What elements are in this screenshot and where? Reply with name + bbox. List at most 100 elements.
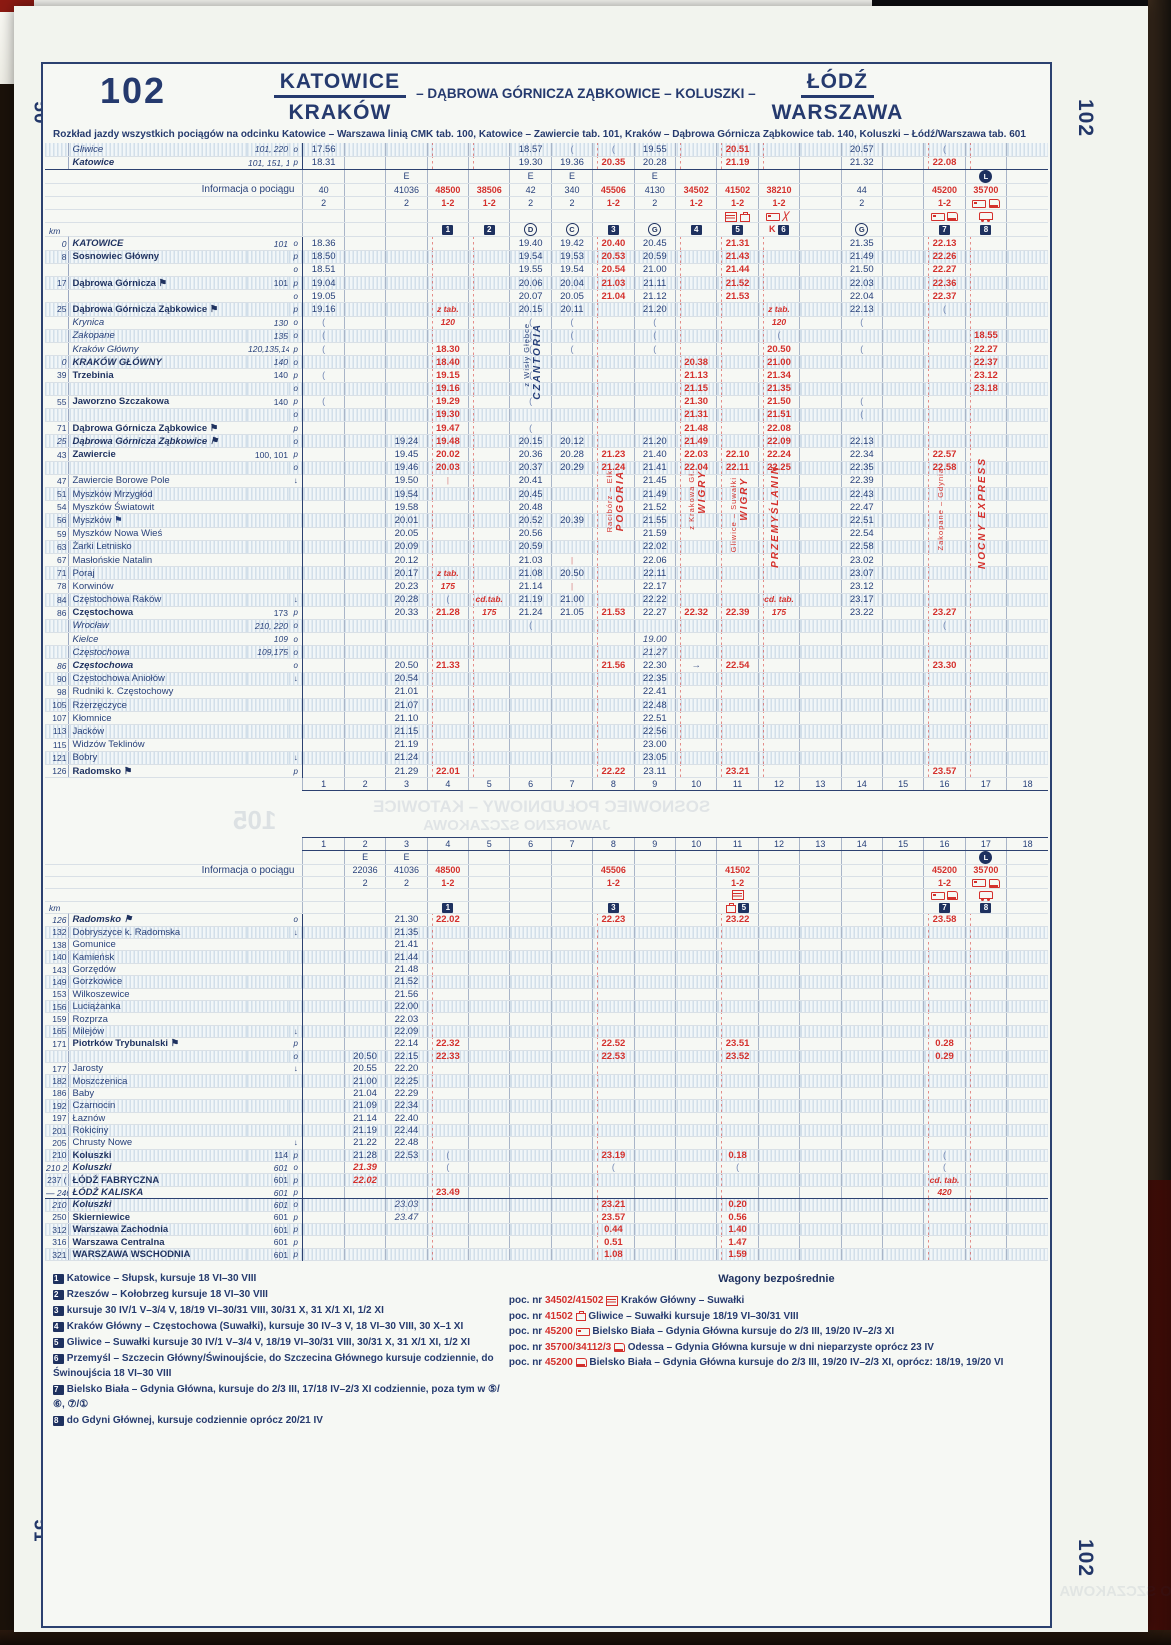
header-cell: 45200 xyxy=(923,183,966,198)
time-cell xyxy=(468,513,510,528)
time-cell xyxy=(633,1124,676,1138)
time-cell xyxy=(509,1235,552,1249)
time-cell: 23.19 xyxy=(592,1149,635,1163)
station-cell xyxy=(68,382,247,396)
time-cell: 23.58 xyxy=(923,913,966,927)
time-cell xyxy=(881,434,924,449)
time-cell: ( xyxy=(509,342,552,357)
time-cell: 19.46 xyxy=(385,461,428,475)
time-cell xyxy=(757,751,800,765)
time-cell xyxy=(964,988,1007,1002)
table-row: 312 Warszawa Zachodnia 601 p 0.44 1.40 xyxy=(44,1223,1049,1237)
time-cell xyxy=(923,553,966,568)
header-cell xyxy=(1006,196,1049,211)
time-cell xyxy=(385,382,428,396)
km-cell: 47 xyxy=(44,474,69,489)
time-cell xyxy=(716,474,759,489)
km-cell: 54 xyxy=(44,500,69,515)
arr-dep-cell xyxy=(288,988,304,1002)
tab-ref-cell xyxy=(246,1087,289,1101)
time-cell xyxy=(923,632,966,647)
time-cell xyxy=(426,289,469,304)
footnote-text: Rzeszów – Kołobrzeg kursuje 18 VI–30 VII… xyxy=(66,1289,268,1301)
time-cell xyxy=(799,698,842,713)
header-cell xyxy=(923,209,966,224)
time-cell xyxy=(674,1124,717,1138)
time-cell xyxy=(343,368,386,383)
time-cell xyxy=(881,302,924,317)
time-cell xyxy=(426,618,469,634)
time-cell xyxy=(674,1235,717,1249)
table-row: 210 Koluszki 601 o 23.03 23.21 0.20 xyxy=(44,1198,1049,1212)
time-cell: 21.14 xyxy=(343,1112,386,1125)
time-cell xyxy=(633,395,676,409)
time-cell xyxy=(757,156,800,170)
time-cell xyxy=(550,1074,593,1088)
header-cell: 5 xyxy=(716,222,759,238)
time-cell: 0.56 xyxy=(716,1211,759,1225)
time-cell xyxy=(550,1000,593,1014)
time-cell: 20.45 xyxy=(509,487,552,502)
time-cell xyxy=(881,1136,924,1150)
time-cell xyxy=(509,1012,552,1026)
time-cell xyxy=(964,408,1007,423)
column-number: 11 xyxy=(716,837,759,851)
time-cell xyxy=(343,355,386,370)
time-cell xyxy=(964,434,1007,449)
tab-ref-cell xyxy=(246,711,289,726)
time-cell xyxy=(757,672,800,686)
time-cell xyxy=(468,540,510,554)
time-cell xyxy=(592,487,635,502)
time-cell xyxy=(509,1050,552,1063)
time-cell xyxy=(426,975,469,989)
time-cell: 20.38 xyxy=(674,355,717,370)
time-cell xyxy=(302,421,345,436)
time-cell xyxy=(923,1248,966,1262)
time-cell xyxy=(881,1000,924,1014)
time-cell xyxy=(674,1149,717,1163)
time-cell xyxy=(426,1000,469,1014)
station-cell: Koluszki xyxy=(68,1149,247,1163)
time-cell xyxy=(840,764,883,779)
time-cell xyxy=(343,382,386,396)
time-cell xyxy=(881,1062,924,1076)
column-number: 9 xyxy=(633,777,676,792)
time-cell: ( xyxy=(550,342,593,357)
time-cell xyxy=(757,1235,800,1249)
time-cell xyxy=(799,1136,842,1150)
time-cell xyxy=(550,975,593,989)
time-cell xyxy=(468,751,510,765)
time-cell: 22.14 xyxy=(385,1037,428,1051)
time-cell xyxy=(840,975,883,989)
time-cell xyxy=(509,1136,552,1150)
time-cell xyxy=(964,474,1007,489)
time-cell xyxy=(923,382,966,396)
time-cell xyxy=(674,645,717,660)
time-cell xyxy=(674,156,717,170)
time-cell xyxy=(343,487,386,502)
time-cell xyxy=(509,1161,552,1175)
time-cell xyxy=(426,527,469,541)
table-row: Krynica 130 o(120(((120( xyxy=(44,315,1049,330)
table-row: 78 Korwinów 20.23 175 21.14 | 22.17 23.12 xyxy=(44,579,1049,594)
time-cell xyxy=(757,1037,800,1051)
time-cell xyxy=(964,1037,1007,1051)
time-cell xyxy=(633,975,676,989)
bed-icon xyxy=(930,891,945,900)
header-cell xyxy=(881,888,924,902)
time-cell xyxy=(799,1198,842,1212)
time-cell xyxy=(509,632,552,647)
arr-dep-cell: ↓ xyxy=(288,1136,304,1150)
time-cell xyxy=(923,672,966,686)
time-cell: 22.37 xyxy=(923,289,966,304)
time-cell xyxy=(840,1149,883,1163)
time-cell xyxy=(799,276,842,291)
time-cell: 0.29 xyxy=(923,1050,966,1063)
time-cell xyxy=(674,342,717,357)
time-cell xyxy=(881,342,924,357)
time-cell xyxy=(964,579,1007,594)
bag-icon xyxy=(739,211,750,222)
time-cell xyxy=(923,1062,966,1076)
time-cell xyxy=(343,434,386,449)
time-cell xyxy=(757,236,800,251)
